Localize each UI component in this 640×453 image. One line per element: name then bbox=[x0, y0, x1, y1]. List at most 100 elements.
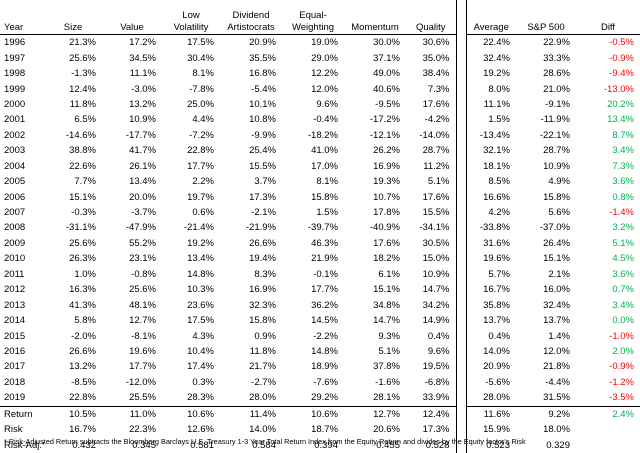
cell-equal-weighting: 0.394 bbox=[314, 439, 338, 451]
cell-year: 2019 bbox=[0, 390, 44, 407]
cell-sp500: 0.329 bbox=[546, 439, 570, 451]
cell-momentum: -40.9% bbox=[369, 222, 400, 234]
cell-year: 2016 bbox=[4, 345, 26, 357]
cell-low-volatility: 30.4% bbox=[187, 52, 214, 64]
cell-sp500: 10.9% bbox=[543, 160, 570, 172]
cell-value: 12.7% bbox=[129, 315, 156, 327]
cell-momentum: -9.5% bbox=[375, 98, 400, 110]
table-row: 2008 -31.1% -47.9% -21.4% -21.9% -39.7% -40.9%… bbox=[0, 220, 640, 236]
cell-sp500: 9.2% bbox=[548, 408, 570, 420]
cell-dividend-artistocrats: 28.0% bbox=[220, 390, 282, 407]
cell-average: 19.6% bbox=[465, 251, 516, 267]
cell-sp500: -11.9% bbox=[540, 114, 570, 126]
cell-low-volatility: 0.6% bbox=[192, 207, 214, 219]
cell-equal-weighting: 1.5% bbox=[316, 207, 338, 219]
cell-size: 6.5% bbox=[74, 114, 96, 126]
cell-momentum: 14.7% bbox=[373, 315, 400, 327]
cell-average: 20.9% bbox=[465, 359, 516, 375]
cell-equal-weighting: -39.7% bbox=[307, 222, 338, 234]
cell-average: 18.1% bbox=[465, 158, 516, 174]
cell-year: 1996 bbox=[4, 37, 26, 49]
cell-sp500: 15.1% bbox=[543, 253, 570, 265]
column-gap bbox=[456, 128, 466, 143]
cell-dividend-artistocrats: -5.4% bbox=[251, 83, 276, 95]
cell-low-volatility: 10.3% bbox=[187, 284, 214, 296]
column-gap bbox=[456, 344, 466, 359]
cell-equal-weighting: -2.2% bbox=[313, 330, 338, 342]
cell-momentum: 37.1% bbox=[373, 52, 400, 64]
header-momentum: Momentum bbox=[344, 0, 406, 35]
column-gap bbox=[456, 313, 466, 328]
cell-size: 1.0% bbox=[74, 268, 96, 280]
cell-quality: 14.7% bbox=[406, 282, 457, 298]
cell-low-volatility: -7.2% bbox=[189, 129, 214, 141]
cell-dividend-artistocrats: 16.9% bbox=[249, 284, 276, 296]
cell-diff: 3.6% bbox=[612, 268, 634, 280]
cell-low-volatility: -21.4% bbox=[183, 222, 214, 234]
cell-low-volatility: 13.4% bbox=[187, 253, 214, 265]
cell-quality: -14.0% bbox=[406, 127, 457, 144]
cell-dividend-artistocrats: 32.3% bbox=[249, 299, 276, 311]
cell-average: -13.4% bbox=[465, 127, 516, 144]
cell-dividend-artistocrats: -9.9% bbox=[251, 129, 276, 141]
cell-momentum: 5.1% bbox=[378, 345, 400, 357]
cell-sp500: 32.4% bbox=[543, 299, 570, 311]
cell-low-volatility: 19.2% bbox=[187, 237, 214, 249]
column-gap bbox=[456, 220, 466, 235]
table-row: 2000 11.8% 13.2% 25.0% 10.1% 9.6% -9.5% 17.6% 11… bbox=[0, 96, 640, 113]
cell-sp500: 4.9% bbox=[548, 176, 570, 188]
cell-size: 38.8% bbox=[69, 145, 96, 157]
cell-value: 25.6% bbox=[129, 284, 156, 296]
table-row: 2014 5.8% 12.7% 17.5% 15.8% 14.5% 14.7% 14.9% 13… bbox=[0, 312, 640, 329]
table-row: 2007 -0.3% -3.7% 0.6% -2.1% 1.5% 17.8% 15.5% 4.2… bbox=[0, 204, 640, 221]
cell-quality: 0.528 bbox=[406, 437, 457, 453]
cell-size: 16.3% bbox=[69, 284, 96, 296]
cell-quality: 19.5% bbox=[406, 359, 457, 375]
cell-value: 17.7% bbox=[129, 361, 156, 373]
cell-value: 20.0% bbox=[129, 191, 156, 203]
cell-diff: 3.6% bbox=[612, 176, 634, 188]
cell-quality: 30.6% bbox=[406, 34, 457, 51]
cell-average: 28.0% bbox=[465, 390, 516, 407]
table-row: 2016 26.6% 19.6% 10.4% 11.8% 14.8% 5.1% 9.6% 14.… bbox=[0, 343, 640, 360]
cell-dividend-artistocrats: 21.7% bbox=[249, 361, 276, 373]
cell-sp500: 28.7% bbox=[543, 145, 570, 157]
table-row: Return 10.5% 11.0% 10.6% 11.4% 10.6% 12.7% 12.4… bbox=[0, 406, 640, 422]
cell-low-volatility: 14.8% bbox=[187, 268, 214, 280]
cell-quality: 0.4% bbox=[406, 328, 457, 344]
cell-value: -12.0% bbox=[125, 376, 156, 388]
table-row: 2009 25.6% 55.2% 19.2% 26.6% 46.3% 17.6% 30.5% 3… bbox=[0, 235, 640, 252]
cell-momentum: -17.2% bbox=[369, 114, 400, 126]
cell-dividend-artistocrats: 19.4% bbox=[249, 253, 276, 265]
cell-year: Risk bbox=[4, 424, 23, 436]
cell-low-volatility: 28.3% bbox=[162, 390, 220, 407]
cell-quality: 14.9% bbox=[406, 312, 457, 329]
cell-diff: 2.4% bbox=[612, 408, 634, 420]
cell-momentum: 12.7% bbox=[373, 408, 400, 420]
cell-value: 17.2% bbox=[129, 37, 156, 49]
cell-equal-weighting: -0.4% bbox=[313, 114, 338, 126]
cell-momentum: 6.1% bbox=[378, 268, 400, 280]
cell-quality: 15.5% bbox=[406, 204, 457, 221]
cell-diff: 7.3% bbox=[612, 160, 634, 172]
cell-average: 19.2% bbox=[465, 65, 516, 82]
cell-size: -31.1% bbox=[65, 222, 96, 234]
cell-value: 10.9% bbox=[129, 114, 156, 126]
cell-year: 2010 bbox=[4, 253, 26, 265]
cell-dividend-artistocrats: 35.5% bbox=[249, 52, 276, 64]
table-body: 1996 21.3% 17.2% 17.5% 20.9% 19.0% 30.0% 30.6% 2… bbox=[0, 34, 640, 453]
cell-momentum: 20.6% bbox=[373, 424, 400, 436]
cell-sp500: 21.8% bbox=[543, 361, 570, 373]
cell-equal-weighting: 36.2% bbox=[311, 299, 338, 311]
cell-average: 8.5% bbox=[465, 173, 516, 190]
cell-equal-weighting: 12.2% bbox=[311, 68, 338, 80]
cell-equal-weighting: 8.1% bbox=[316, 176, 338, 188]
cell-size: 22.6% bbox=[69, 160, 96, 172]
cell-quality: 17.3% bbox=[406, 421, 457, 438]
table-row: 1997 25.6% 34.5% 30.4% 35.5% 29.0% 37.1% 35.0% 3… bbox=[0, 50, 640, 66]
column-gap bbox=[456, 174, 466, 189]
cell-low-volatility: 17.5% bbox=[187, 315, 214, 327]
column-gap bbox=[456, 159, 466, 174]
cell-sp500: 33.3% bbox=[543, 52, 570, 64]
